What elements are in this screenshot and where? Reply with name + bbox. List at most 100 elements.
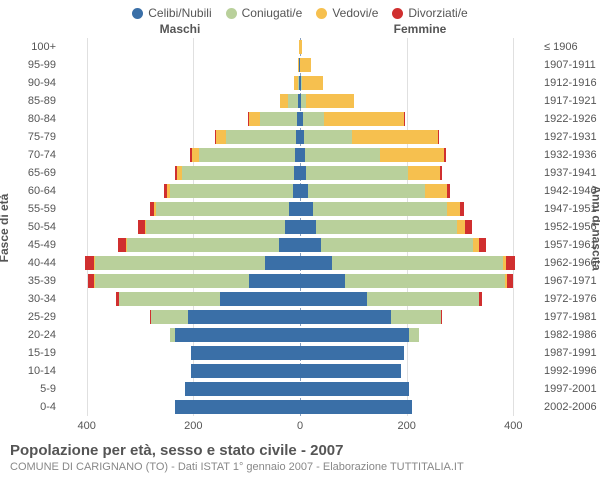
row-male [60, 40, 300, 54]
x-tick: 200 [184, 420, 202, 432]
bar-segment [265, 256, 300, 270]
bar-segment [151, 310, 188, 324]
pyramid-row [60, 290, 540, 308]
bar-segment [302, 76, 323, 90]
y-left-label: 100+ [0, 38, 56, 56]
pyramid-row [60, 272, 540, 290]
pyramid-row [60, 110, 540, 128]
pyramid-row [60, 362, 540, 380]
bar-segment [300, 202, 313, 216]
legend-item: Vedovi/e [316, 6, 378, 20]
row-female [300, 202, 540, 216]
pyramid-row [60, 398, 540, 416]
bar-segment [127, 238, 279, 252]
pyramid-row [60, 182, 540, 200]
row-male [60, 400, 300, 414]
bar-segment [300, 274, 345, 288]
bar-segment [260, 112, 297, 126]
row-female [300, 382, 540, 396]
pyramid-row [60, 200, 540, 218]
header-female: Femmine [300, 22, 540, 36]
row-female [300, 58, 540, 72]
bar-segment [306, 166, 407, 180]
bar-segment [352, 130, 437, 144]
x-tick: 400 [77, 420, 95, 432]
bar-segment [95, 256, 266, 270]
row-female [300, 148, 540, 162]
y-left-label: 75-79 [0, 128, 56, 146]
bar-segment [306, 94, 354, 108]
bar-segment [441, 310, 442, 324]
bar-segment [300, 310, 391, 324]
y-left-label: 10-14 [0, 362, 56, 380]
pyramid-row [60, 308, 540, 326]
bar-segment [191, 364, 300, 378]
bar-segment [408, 166, 440, 180]
bar-segment [507, 274, 513, 288]
bar-segment [460, 202, 464, 216]
legend-label: Celibi/Nubili [148, 6, 211, 20]
bar-segment [188, 310, 300, 324]
row-male [60, 58, 300, 72]
bar-segment [367, 292, 479, 306]
y-right-label: ≤ 1906 [544, 38, 600, 56]
bar-segment [175, 400, 300, 414]
y-left-label: 35-39 [0, 272, 56, 290]
row-female [300, 400, 540, 414]
y-axis-right-title: Anni di nascita [589, 185, 600, 270]
row-female [300, 238, 540, 252]
y-right-label: 1972-1976 [544, 290, 600, 308]
y-left-label: 85-89 [0, 92, 56, 110]
row-male [60, 328, 300, 342]
row-female [300, 256, 540, 270]
legend-label: Divorziati/e [408, 6, 467, 20]
bar-segment [146, 220, 285, 234]
bar-segment [300, 328, 409, 342]
x-tick: 400 [504, 420, 522, 432]
legend-item: Coniugati/e [226, 6, 303, 20]
y-right-label: 1927-1931 [544, 128, 600, 146]
y-right-label: 1937-1941 [544, 164, 600, 182]
y-left-label: 0-4 [0, 398, 56, 416]
legend-label: Vedovi/e [332, 6, 378, 20]
y-left-label: 15-19 [0, 344, 56, 362]
bars-container [60, 38, 540, 416]
bar-segment [313, 202, 446, 216]
y-left-label: 80-84 [0, 110, 56, 128]
pyramid-row [60, 326, 540, 344]
chart-subtitle: COMUNE DI CARIGNANO (TO) - Dati ISTAT 1°… [10, 461, 590, 473]
bar-segment [425, 184, 446, 198]
pyramid-row [60, 254, 540, 272]
bar-segment [300, 58, 311, 72]
bar-segment [457, 220, 465, 234]
y-right-label: 1997-2001 [544, 380, 600, 398]
pyramid-row [60, 344, 540, 362]
bar-segment [249, 112, 260, 126]
row-male [60, 130, 300, 144]
gender-headers: Maschi Femmine [0, 22, 600, 36]
row-male [60, 76, 300, 90]
bar-segment [300, 400, 412, 414]
row-female [300, 292, 540, 306]
bar-segment [300, 364, 401, 378]
bar-segment [95, 274, 250, 288]
row-female [300, 76, 540, 90]
bar-segment [300, 220, 316, 234]
legend-item: Divorziati/e [392, 6, 467, 20]
y-axis-left-title: Fasce di età [0, 194, 11, 263]
y-right-label: 1922-1926 [544, 110, 600, 128]
row-female [300, 166, 540, 180]
legend-swatch [392, 8, 403, 19]
legend-item: Celibi/Nubili [132, 6, 211, 20]
x-axis: 4002000200400 [60, 420, 540, 436]
bar-segment [308, 184, 425, 198]
y-right-label: 1977-1981 [544, 308, 600, 326]
bar-segment [279, 238, 300, 252]
bar-segment [316, 220, 457, 234]
legend-swatch [316, 8, 327, 19]
bar-segment [288, 94, 299, 108]
y-left-label: 65-69 [0, 164, 56, 182]
pyramid-row [60, 74, 540, 92]
row-female [300, 130, 540, 144]
pyramid-row [60, 56, 540, 74]
